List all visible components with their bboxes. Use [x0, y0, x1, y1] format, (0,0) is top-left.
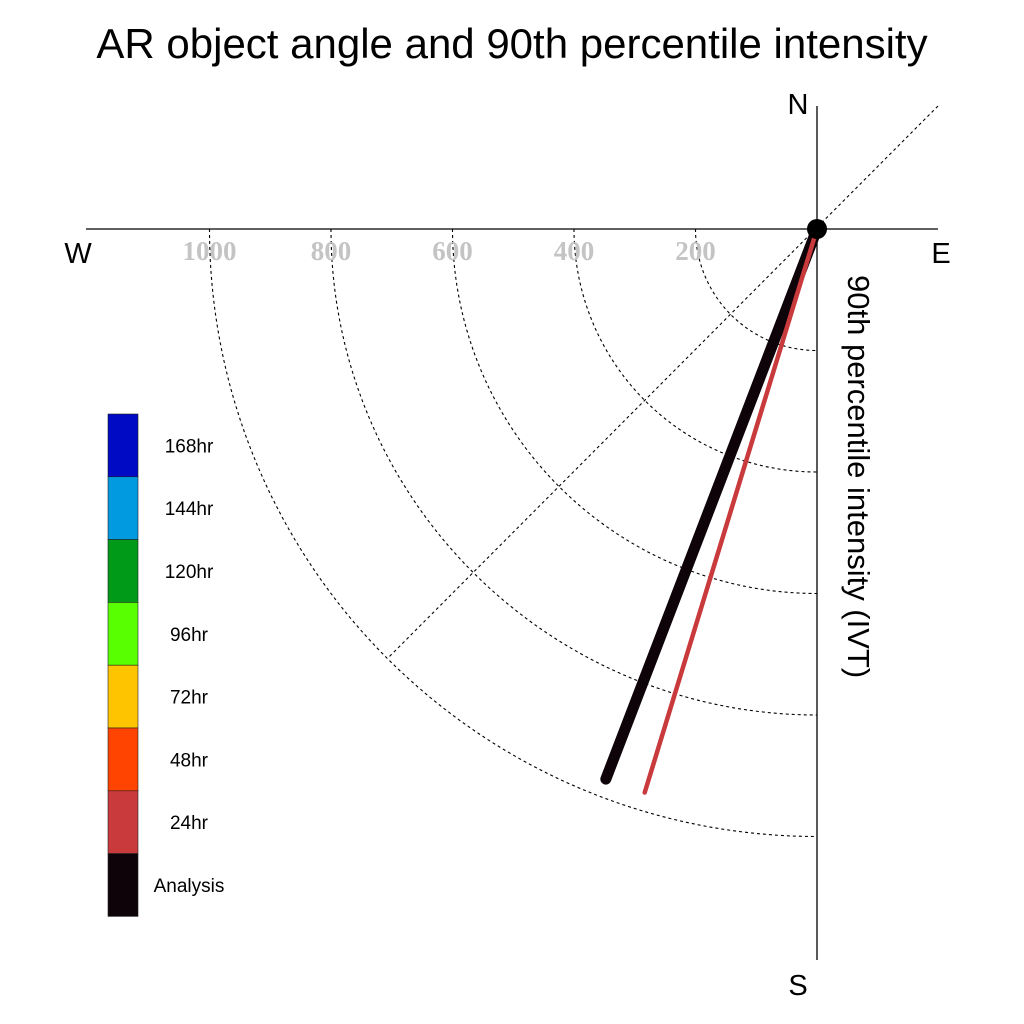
legend: 168hr 144hr 120hr 96hr 72hr 48hr 24hr Analysis — [107, 413, 225, 917]
legend-swatch-48hr — [107, 727, 139, 792]
legend-label-120hr: 120hr — [165, 562, 214, 583]
legend-label-48hr: 48hr — [170, 750, 209, 771]
legend-swatch-168hr — [107, 413, 139, 478]
legend-swatch-120hr — [107, 539, 139, 603]
legend-label-144hr: 144hr — [165, 499, 214, 520]
series-line-analysis — [600, 223, 823, 785]
compass-north-label: N — [788, 89, 809, 121]
legend-swatch-96hr — [107, 602, 139, 666]
grid-ring-800 — [330, 228, 818, 716]
compass-west-label: W — [64, 238, 92, 270]
grid-ring-600 — [451, 228, 818, 595]
legend-label-72hr: 72hr — [170, 688, 209, 709]
tick-label-400: 400 — [554, 236, 595, 266]
tick-label-200: 200 — [675, 236, 716, 266]
legend-swatch-24hr — [107, 790, 139, 854]
diagonal-reference-line — [387, 105, 939, 659]
radial-tick-labels: 200 400 600 800 1000 — [183, 236, 716, 266]
series-lines — [600, 219, 827, 795]
legend-label-96hr: 96hr — [170, 625, 209, 646]
legend-label-168hr: 168hr — [165, 436, 214, 457]
legend-swatch-analysis — [107, 853, 139, 917]
compass-south-label: S — [788, 970, 807, 1002]
tick-label-1000: 1000 — [183, 236, 237, 266]
y-axis-label: 90th percentile intensity (IVT) — [841, 275, 876, 678]
grid-ring-200 — [694, 228, 818, 352]
legend-label-24hr: 24hr — [170, 813, 209, 834]
chart-title: AR object angle and 90th percentile inte… — [96, 20, 927, 67]
legend-swatch-72hr — [107, 664, 139, 729]
tick-label-600: 600 — [432, 236, 473, 266]
legend-label-analysis: Analysis — [154, 876, 225, 897]
origin-marker — [807, 219, 827, 239]
grid-ring-1000 — [208, 228, 818, 838]
tick-label-800: 800 — [311, 236, 352, 266]
grid-ring-400 — [573, 228, 818, 473]
legend-swatch-144hr — [107, 476, 139, 540]
compass-east-label: E — [931, 238, 950, 270]
series-line-24hr — [642, 226, 820, 795]
polar-grid — [208, 105, 939, 838]
